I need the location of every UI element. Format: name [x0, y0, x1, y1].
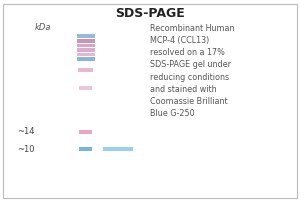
Bar — [76, 34, 94, 38]
Text: ~10: ~10 — [17, 144, 34, 154]
FancyBboxPatch shape — [3, 4, 297, 198]
Text: Recombinant Human
MCP-4 (CCL13)
resolved on a 17%
SDS-PAGE gel under
reducing co: Recombinant Human MCP-4 (CCL13) resolved… — [150, 24, 235, 118]
Text: kDa: kDa — [34, 23, 51, 32]
Bar — [79, 86, 92, 90]
Text: ~14: ~14 — [17, 128, 34, 136]
Bar — [103, 147, 134, 151]
Text: SDS-PAGE: SDS-PAGE — [115, 7, 185, 20]
Bar — [78, 68, 93, 72]
Bar — [76, 53, 94, 56]
Bar — [76, 57, 94, 61]
Bar — [76, 44, 94, 47]
Bar — [79, 147, 92, 151]
Bar — [76, 48, 94, 52]
Bar — [76, 39, 94, 43]
Bar — [79, 130, 92, 134]
